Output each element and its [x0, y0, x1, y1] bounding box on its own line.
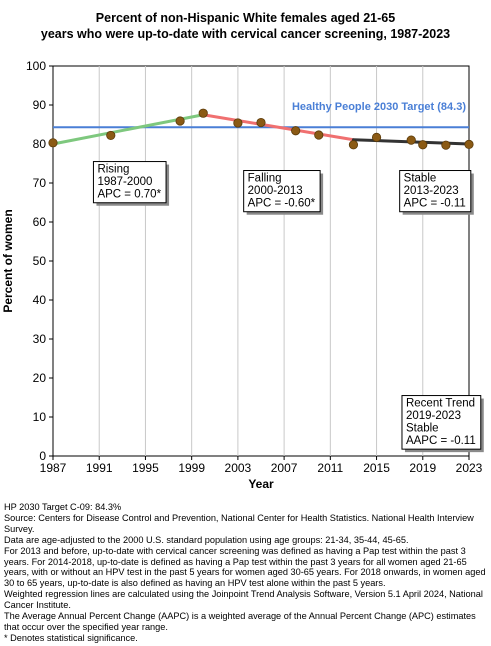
x-tick-label: 1987 [40, 461, 67, 475]
y-tick-label: 20 [33, 371, 47, 385]
annotation-line: 2013-2023 [404, 185, 459, 197]
y-tick-label: 30 [33, 332, 47, 346]
annotation-box [401, 395, 482, 450]
footnote-source: Source: Centers for Disease Control and … [4, 512, 474, 534]
annotation-line: 2019-2023 [406, 410, 461, 422]
footnote-definition: For 2013 and before, up-to-date with cer… [4, 545, 486, 589]
y-tick-label: 70 [33, 176, 47, 190]
footnote-age-adjust: Data are age-adjusted to the 2000 U.S. s… [4, 534, 409, 545]
chart-title-line-1: Percent of non-Hispanic White females ag… [95, 11, 396, 25]
annotation-line: Stable [406, 422, 439, 434]
data-point [314, 130, 324, 140]
footnotes: HP 2030 Target C-09: 84.3% Source: Cente… [4, 502, 488, 644]
data-point [48, 138, 58, 148]
target-label: Healthy People 2030 Target (84.3) [292, 101, 466, 113]
y-tick-label: 90 [33, 98, 47, 112]
x-tick-label: 2007 [271, 461, 298, 475]
data-point [418, 140, 428, 150]
footnote-joinpoint: Weighted regression lines are calculated… [4, 589, 483, 611]
x-tick-label: 2023 [456, 461, 483, 475]
y-tick-label: 50 [33, 254, 47, 268]
trend-segment-2 [201, 113, 355, 142]
annotation-line: Stable [404, 173, 437, 185]
y-tick-label: 80 [33, 137, 47, 151]
x-tick-label: 2003 [225, 461, 252, 475]
y-tick-label: 0 [39, 449, 46, 463]
y-tick-label: 40 [33, 293, 47, 307]
annotation-line: Rising [97, 164, 129, 176]
annotation-line: 2000-2013 [248, 185, 303, 197]
data-point [256, 117, 266, 128]
y-axis-label: Percent of women [1, 209, 15, 312]
y-tick-label: 100 [26, 59, 46, 73]
annotation-line: AAPC = -0.11 [406, 435, 476, 447]
annotation-box [92, 161, 167, 204]
y-tick-label: 60 [33, 215, 47, 229]
x-tick-label: 2015 [363, 461, 390, 475]
line-chart: 1987 1991 1995 1999 2003 2007 2011 2015 2019 2023… [1, 59, 484, 491]
x-tick-label: 1999 [178, 461, 205, 475]
annotation-box [243, 170, 321, 213]
data-point [175, 116, 185, 126]
data-point [291, 126, 301, 136]
data-point [198, 108, 208, 118]
data-point [464, 139, 474, 149]
x-tick-label: 2019 [409, 461, 436, 475]
data-point [348, 140, 359, 150]
annotation-line: APC = -0.60* [248, 197, 316, 209]
footnote-aapc: The Average Annual Percent Change (AAPC)… [4, 611, 476, 632]
annotation-line: APC = 0.70* [97, 188, 161, 200]
data-point [406, 135, 416, 145]
annotation-line: Recent Trend [406, 398, 475, 410]
annotation-line: 1987-2000 [97, 176, 152, 188]
data-point [233, 118, 243, 128]
annotation-line: Falling [248, 173, 282, 185]
footnote-significance: * Denotes statistical significance. [4, 632, 138, 643]
x-tick-label: 1991 [86, 461, 113, 475]
chart-title-line-2: years who were up-to-date with cervical … [40, 27, 451, 41]
x-tick-label: 1995 [132, 461, 159, 475]
x-axis-label: Year [248, 477, 274, 491]
data-point [371, 132, 382, 142]
y-tick-label: 10 [33, 410, 47, 424]
data-point [441, 140, 451, 150]
chart-title: Percent of non-Hispanic White females ag… [0, 10, 491, 42]
data-point [106, 130, 116, 141]
annotation-line: APC = -0.11 [404, 197, 466, 209]
footnote-hp-target: HP 2030 Target C-09: 84.3% [4, 502, 122, 512]
annotation-box [399, 170, 472, 213]
x-tick-label: 2011 [317, 461, 343, 475]
